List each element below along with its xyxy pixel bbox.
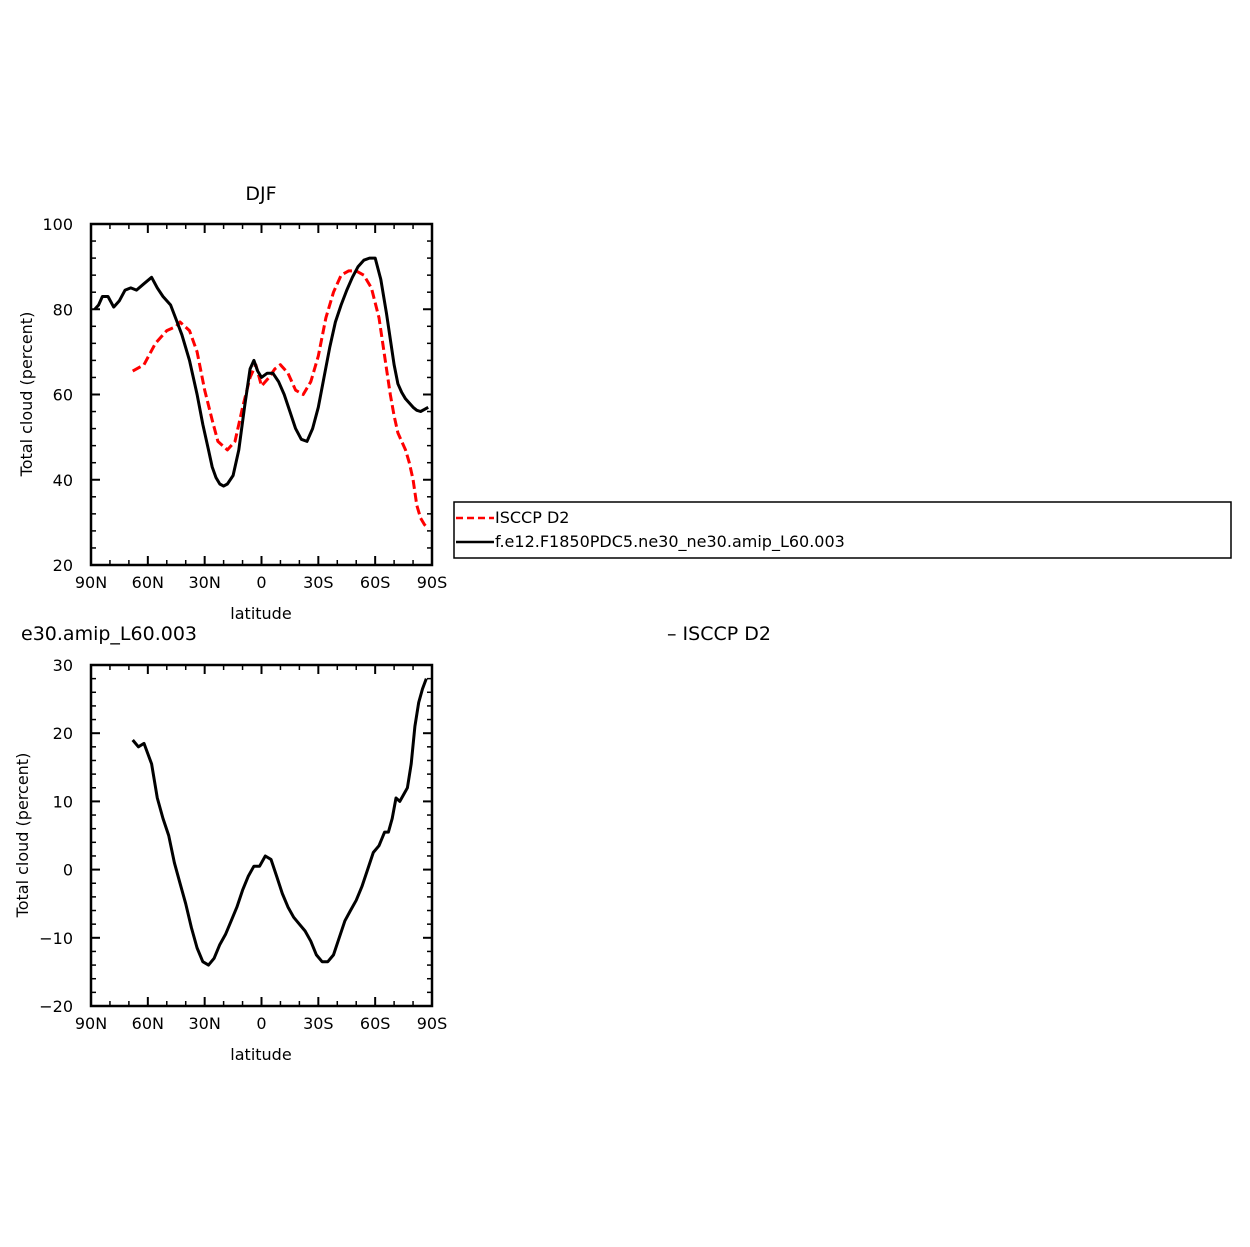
- legend-entry-isccp-d2: ISCCP D2: [495, 508, 569, 527]
- top-chart-y-tick-label: 40: [53, 471, 73, 490]
- top-chart-x-axis-label: latitude: [230, 604, 291, 623]
- bottom-chart-x-tick-label: 90N: [75, 1014, 107, 1033]
- top-chart-title: DJF: [245, 183, 276, 205]
- bottom-chart-x-axis-label: latitude: [230, 1045, 291, 1064]
- top-chart-panel: DJF 90N 60N 30N 0 30S 60S 90S 20 40 60 80 100 latit…: [17, 183, 447, 623]
- bottom-chart-axes: 90N 60N 30N 0 30S 60S 90S −20 −10 0 10 20 30: [39, 656, 447, 1033]
- bottom-chart-y-tick-label: 20: [53, 724, 73, 743]
- top-chart-x-tick-label: 60N: [132, 573, 164, 592]
- top-chart-x-tick-label: 90N: [75, 573, 107, 592]
- top-chart-y-tick-label: 20: [53, 556, 73, 575]
- bottom-chart-y-tick-label: 30: [53, 656, 73, 675]
- bottom-chart-x-tick-label: 90S: [417, 1014, 448, 1033]
- bottom-chart-series-group: [131, 678, 428, 967]
- legend-entry-model: f.e12.F1850PDC5.ne30_ne30.amip_L60.003: [495, 532, 845, 552]
- top-chart-series-line-2: [93, 256, 429, 488]
- bottom-chart-title-right: – ISCCP D2: [667, 623, 771, 645]
- bottom-chart-y-axis-label: Total cloud (percent): [13, 753, 32, 919]
- bottom-chart-y-tick-label: −20: [39, 997, 73, 1016]
- top-chart-y-tick-label: 60: [53, 386, 73, 405]
- bottom-chart-series-line-1: [131, 678, 428, 967]
- legend: ISCCP D2 f.e12.F1850PDC5.ne30_ne30.amip_…: [453, 501, 1232, 559]
- top-chart-x-tick-label: 30S: [303, 573, 334, 592]
- bottom-chart-x-tick-label: 0: [256, 1014, 266, 1033]
- bottom-chart-y-tick-label: −10: [39, 929, 73, 948]
- legend-box: [453, 501, 1232, 559]
- bottom-chart-x-tick-label: 30S: [303, 1014, 334, 1033]
- top-chart-y-axis-label: Total cloud (percent): [17, 312, 36, 478]
- bottom-chart-x-tick-label: 30N: [189, 1014, 221, 1033]
- bottom-chart-plot-frame: [89, 663, 434, 1008]
- top-chart-y-tick-label: 100: [42, 215, 73, 234]
- top-chart-series-line-1: [131, 269, 430, 530]
- top-chart-y-tick-label: 80: [53, 300, 73, 319]
- top-chart-axes: 90N 60N 30N 0 30S 60S 90S 20 40 60 80 100: [42, 215, 447, 592]
- top-chart-series-group: [93, 256, 430, 530]
- top-chart-x-tick-label: 60S: [360, 573, 391, 592]
- top-chart-x-tick-label: 30N: [189, 573, 221, 592]
- bottom-chart-x-tick-label: 60S: [360, 1014, 391, 1033]
- top-chart-x-tick-label: 90S: [417, 573, 448, 592]
- bottom-chart-title-left: e30.amip_L60.003: [21, 623, 197, 645]
- top-chart-x-tick-label: 0: [256, 573, 266, 592]
- bottom-chart-y-tick-label: 0: [63, 861, 73, 880]
- bottom-chart-y-tick-label: 10: [53, 792, 73, 811]
- bottom-chart-panel: e30.amip_L60.003 – ISCCP D2 90N 60N 30N 0 30…: [13, 623, 771, 1064]
- bottom-chart-x-tick-label: 60N: [132, 1014, 164, 1033]
